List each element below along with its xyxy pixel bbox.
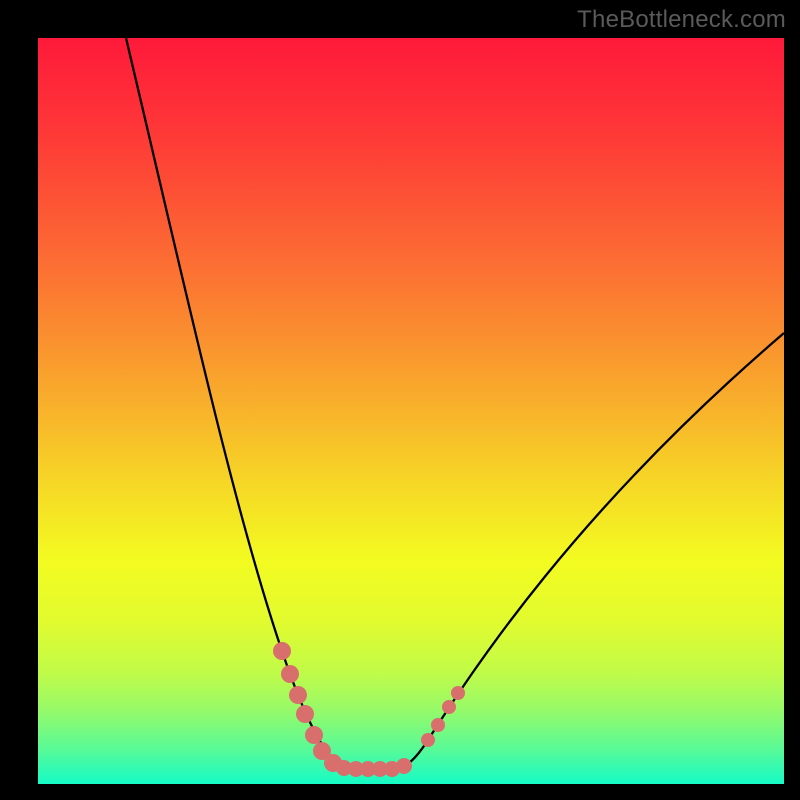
curve-layer	[38, 38, 784, 784]
marker-point	[451, 686, 465, 700]
curve-markers	[273, 642, 465, 777]
marker-point	[396, 758, 412, 774]
marker-point	[273, 642, 291, 660]
marker-point	[421, 733, 435, 747]
watermark-text: TheBottleneck.com	[577, 6, 786, 34]
plot-area	[38, 38, 784, 784]
marker-point	[296, 705, 314, 723]
marker-point	[305, 726, 323, 744]
curve-left	[126, 38, 384, 769]
marker-point	[289, 686, 307, 704]
marker-point	[442, 700, 456, 714]
marker-point	[281, 665, 299, 683]
chart-container: TheBottleneck.com	[0, 0, 800, 800]
marker-point	[431, 718, 445, 732]
